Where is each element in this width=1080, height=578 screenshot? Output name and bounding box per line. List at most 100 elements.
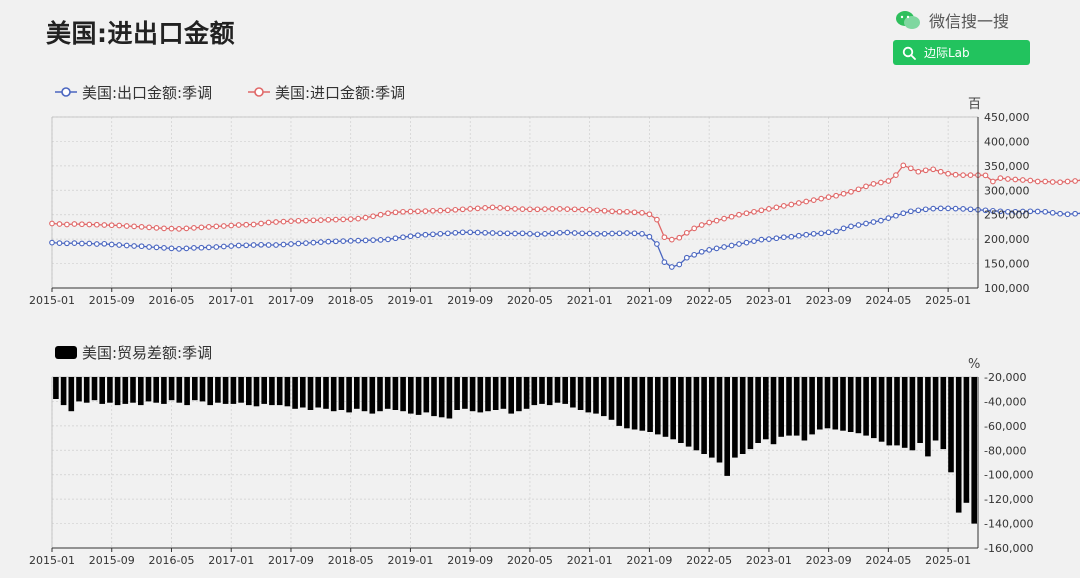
bar: [662, 377, 669, 437]
x-tick-label: 2023-09: [806, 554, 852, 567]
data-point-imports: [250, 221, 257, 228]
bar: [647, 377, 653, 432]
x-axis: 2015-01 2015-09 2016-05 2017-01 2017-09 2018-…: [29, 547, 978, 567]
bar: [292, 377, 298, 409]
data-point-imports: [385, 210, 391, 217]
bar: [145, 377, 152, 402]
data-point-exports: [250, 242, 257, 248]
data-point-exports: [444, 230, 451, 237]
data-point-exports: [49, 239, 55, 246]
data-point-exports: [258, 241, 264, 248]
search-button-label: 边际Lab: [924, 46, 970, 60]
data-point-exports: [422, 231, 429, 238]
wechat-search-label[interactable]: 微信搜一搜: [895, 8, 1009, 32]
data-point-imports: [907, 165, 914, 172]
y-tick-label: -60,000: [984, 420, 1026, 433]
legend-exports[interactable]: 美国:出口金额:季调: [55, 84, 212, 102]
data-point-imports: [198, 224, 205, 231]
x-tick-label: 2019-01: [387, 294, 433, 307]
data-point-imports: [437, 207, 444, 214]
bar: [516, 377, 522, 412]
data-point-exports: [668, 264, 675, 270]
data-point-imports: [736, 211, 742, 218]
data-point-exports: [609, 230, 615, 237]
data-point-imports: [855, 186, 862, 193]
bar: [601, 377, 607, 417]
legend-imports[interactable]: 美国:进口金额:季调: [248, 84, 405, 102]
data-point-exports: [863, 220, 869, 227]
data-point-imports: [228, 222, 235, 229]
data-point-imports: [205, 224, 212, 230]
legend-exports-marker: [61, 87, 71, 97]
bar: [307, 377, 314, 410]
data-point-imports: [967, 172, 974, 178]
data-point-imports: [654, 216, 660, 223]
data-point-exports: [556, 229, 563, 236]
x-tick-label: 2017-01: [208, 294, 254, 307]
bar: [446, 377, 453, 419]
data-point-imports: [79, 221, 85, 228]
bar: [932, 377, 939, 441]
data-point-exports: [601, 230, 608, 237]
bar: [624, 377, 630, 429]
data-point-imports: [317, 217, 324, 223]
data-point-imports: [220, 223, 227, 229]
export-import-line-chart: 美国:出口金额:季调 美国:进口金额:季调 百 450,000 400,000 35…: [29, 84, 1080, 307]
data-point-exports: [347, 238, 354, 244]
data-point-exports: [273, 242, 279, 248]
data-point-imports: [101, 222, 108, 228]
data-point-imports: [818, 195, 825, 202]
data-point-imports: [355, 215, 362, 222]
bar: [901, 377, 908, 448]
bar: [523, 377, 530, 409]
search-button[interactable]: 边际Lab: [893, 40, 1030, 65]
data-point-imports: [138, 224, 145, 230]
data-point-exports: [967, 206, 974, 213]
bar: [832, 377, 839, 430]
data-point-imports: [519, 206, 526, 212]
data-point-imports: [489, 204, 496, 211]
bar: [369, 377, 376, 414]
data-point-exports: [870, 219, 877, 225]
data-point-imports: [407, 208, 414, 215]
data-point-imports: [183, 225, 190, 232]
data-point-exports: [385, 236, 391, 243]
data-point-imports: [161, 225, 167, 232]
data-point-imports: [64, 221, 70, 228]
data-point-imports: [893, 172, 899, 178]
x-tick-label: 2023-01: [746, 554, 792, 567]
bar: [546, 377, 553, 406]
data-point-imports: [676, 234, 683, 241]
data-point-exports: [303, 240, 309, 246]
data-point-imports: [728, 213, 735, 220]
legend-balance[interactable]: 美国:贸易差额:季调: [55, 344, 212, 362]
data-point-exports: [146, 244, 152, 250]
bar: [153, 377, 159, 403]
bar: [747, 377, 754, 450]
data-point-exports: [691, 251, 698, 258]
bar: [693, 377, 700, 451]
data-point-imports: [191, 225, 197, 231]
y-tick-label: 300,000: [984, 184, 1030, 197]
y-tick-label: 450,000: [984, 111, 1030, 124]
data-point-exports: [736, 241, 742, 247]
data-point-exports: [646, 233, 653, 240]
data-point-exports: [773, 235, 780, 242]
data-point-imports: [863, 183, 869, 190]
bar: [801, 377, 808, 441]
bar: [300, 377, 306, 408]
trade-balance-bar-chart: 美国:贸易差额:季调 % -20,000 -40,000 -60,000 -80,00…: [29, 344, 1033, 567]
data-point-imports: [1005, 176, 1011, 182]
data-point-imports: [803, 198, 810, 205]
data-point-exports: [542, 230, 548, 237]
bar: [377, 377, 383, 412]
data-point-exports: [407, 233, 414, 240]
bar: [500, 377, 507, 409]
y-tick-label: -40,000: [984, 395, 1026, 408]
data-point-exports: [474, 229, 481, 236]
data-point-imports: [116, 222, 123, 229]
bar: [99, 377, 105, 404]
data-point-imports: [93, 221, 100, 228]
data-point-exports: [922, 206, 929, 213]
data-point-imports: [176, 226, 182, 232]
